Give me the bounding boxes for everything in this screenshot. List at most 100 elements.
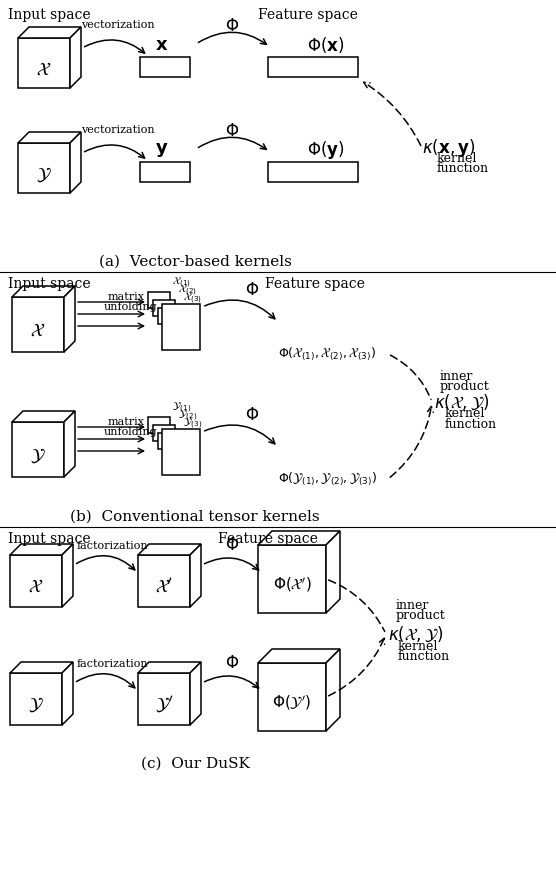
Text: unfolding: unfolding xyxy=(104,427,157,437)
Text: product: product xyxy=(440,380,490,393)
Text: $\Phi(\mathbf{x})$: $\Phi(\mathbf{x})$ xyxy=(307,35,345,55)
Text: matrix: matrix xyxy=(108,292,145,302)
Polygon shape xyxy=(162,429,200,475)
Text: $\Phi(\mathcal{X}')$: $\Phi(\mathcal{X}')$ xyxy=(272,576,311,594)
Text: kernel: kernel xyxy=(437,152,478,165)
Polygon shape xyxy=(62,544,73,607)
Text: factorization: factorization xyxy=(76,541,148,551)
Text: $\Phi$: $\Phi$ xyxy=(225,536,239,554)
Text: unfolding: unfolding xyxy=(104,302,157,312)
Polygon shape xyxy=(190,662,201,725)
Text: $\Phi$: $\Phi$ xyxy=(245,281,259,299)
Text: kernel: kernel xyxy=(398,640,438,653)
Text: $\Phi$: $\Phi$ xyxy=(225,122,239,140)
Text: $\mathbf{x}$: $\mathbf{x}$ xyxy=(155,36,168,54)
Text: $\kappa(\mathbf{x},\mathbf{y})$: $\kappa(\mathbf{x},\mathbf{y})$ xyxy=(422,137,475,159)
Polygon shape xyxy=(148,417,170,433)
Polygon shape xyxy=(158,308,180,324)
Text: matrix: matrix xyxy=(108,417,145,427)
Polygon shape xyxy=(70,27,81,88)
Polygon shape xyxy=(138,673,190,725)
Text: $\Phi(\mathcal{X}_{(1)},\mathcal{X}_{(2)},\mathcal{X}_{(3)})$: $\Phi(\mathcal{X}_{(1)},\mathcal{X}_{(2)… xyxy=(278,345,376,363)
Text: Input space: Input space xyxy=(8,8,91,22)
Text: function: function xyxy=(398,650,450,663)
Text: $\Phi(\mathcal{Y}')$: $\Phi(\mathcal{Y}')$ xyxy=(272,694,311,712)
Polygon shape xyxy=(18,27,81,38)
Text: $\mathcal{X}'$: $\mathcal{X}'$ xyxy=(155,578,173,597)
Text: $\kappa(\mathcal{X},\mathcal{Y})$: $\kappa(\mathcal{X},\mathcal{Y})$ xyxy=(388,625,443,644)
Text: factorization: factorization xyxy=(76,659,148,669)
Polygon shape xyxy=(148,292,170,308)
Polygon shape xyxy=(138,555,190,607)
Text: kernel: kernel xyxy=(445,407,485,420)
Text: vectorization: vectorization xyxy=(81,20,155,30)
Text: function: function xyxy=(445,418,497,431)
Polygon shape xyxy=(138,662,201,673)
Polygon shape xyxy=(153,300,175,316)
Text: $\mathcal{X}$: $\mathcal{X}$ xyxy=(36,61,52,79)
Text: inner: inner xyxy=(396,599,429,612)
Polygon shape xyxy=(64,286,75,352)
Text: $\mathcal{Y}$: $\mathcal{Y}$ xyxy=(36,166,52,184)
Text: $\mathcal{Y}$: $\mathcal{Y}$ xyxy=(28,696,44,714)
Polygon shape xyxy=(18,132,81,143)
Text: $\Phi$: $\Phi$ xyxy=(245,406,259,424)
Polygon shape xyxy=(258,545,326,613)
Text: $\mathcal{Y}'$: $\mathcal{Y}'$ xyxy=(155,695,173,716)
Polygon shape xyxy=(12,286,75,297)
Text: $\Phi$: $\Phi$ xyxy=(225,17,239,35)
Text: $\mathcal{X}$: $\mathcal{X}$ xyxy=(31,322,46,340)
Polygon shape xyxy=(138,544,201,555)
Text: inner: inner xyxy=(440,370,473,383)
Polygon shape xyxy=(268,57,358,77)
Text: Feature space: Feature space xyxy=(218,532,318,546)
Polygon shape xyxy=(326,649,340,731)
Text: $\mathcal{Y}_{(1)}$: $\mathcal{Y}_{(1)}$ xyxy=(172,400,191,415)
Polygon shape xyxy=(10,555,62,607)
Polygon shape xyxy=(153,425,175,441)
Polygon shape xyxy=(258,531,340,545)
Polygon shape xyxy=(70,132,81,193)
Text: $\mathcal{Y}_{(2)}$: $\mathcal{Y}_{(2)}$ xyxy=(178,408,197,423)
Text: $\mathcal{X}_{(1)}$: $\mathcal{X}_{(1)}$ xyxy=(172,276,191,290)
Polygon shape xyxy=(190,544,201,607)
Text: $\mathcal{Y}$: $\mathcal{Y}$ xyxy=(30,447,46,465)
Text: $\mathbf{y}$: $\mathbf{y}$ xyxy=(155,141,168,159)
Text: (a)  Vector-based kernels: (a) Vector-based kernels xyxy=(98,255,291,269)
Polygon shape xyxy=(10,673,62,725)
Polygon shape xyxy=(64,411,75,477)
Text: $\mathcal{X}_{(3)}$: $\mathcal{X}_{(3)}$ xyxy=(183,292,202,306)
Text: (c)  Our DuSK: (c) Our DuSK xyxy=(141,757,250,771)
Polygon shape xyxy=(326,531,340,613)
Text: Input space: Input space xyxy=(8,277,91,291)
Polygon shape xyxy=(10,662,73,673)
Polygon shape xyxy=(140,162,190,182)
Text: $\mathcal{X}$: $\mathcal{X}$ xyxy=(28,578,44,596)
Polygon shape xyxy=(140,57,190,77)
Polygon shape xyxy=(12,297,64,352)
Text: $\mathcal{Y}_{(3)}$: $\mathcal{Y}_{(3)}$ xyxy=(183,417,202,431)
Text: $\kappa(\mathcal{X},\mathcal{Y})$: $\kappa(\mathcal{X},\mathcal{Y})$ xyxy=(434,392,489,412)
Polygon shape xyxy=(268,162,358,182)
Text: $\Phi$: $\Phi$ xyxy=(225,654,239,672)
Text: $\Phi(\mathbf{y})$: $\Phi(\mathbf{y})$ xyxy=(307,139,345,161)
Polygon shape xyxy=(10,544,73,555)
Text: $\Phi(\mathcal{Y}_{(1)},\mathcal{Y}_{(2)},\mathcal{Y}_{(3)})$: $\Phi(\mathcal{Y}_{(1)},\mathcal{Y}_{(2)… xyxy=(278,470,377,488)
Text: function: function xyxy=(437,162,489,175)
Text: Feature space: Feature space xyxy=(258,8,358,22)
Text: (b)  Conventional tensor kernels: (b) Conventional tensor kernels xyxy=(70,510,320,524)
Polygon shape xyxy=(258,663,326,731)
Polygon shape xyxy=(12,411,75,422)
Polygon shape xyxy=(162,304,200,350)
Text: $\mathcal{X}_{(2)}$: $\mathcal{X}_{(2)}$ xyxy=(178,284,197,298)
Text: Input space: Input space xyxy=(8,532,91,546)
Text: product: product xyxy=(396,609,446,622)
Text: vectorization: vectorization xyxy=(81,125,155,135)
Polygon shape xyxy=(18,38,70,88)
Text: Feature space: Feature space xyxy=(265,277,365,291)
Polygon shape xyxy=(258,649,340,663)
Polygon shape xyxy=(62,662,73,725)
Polygon shape xyxy=(12,422,64,477)
Polygon shape xyxy=(158,433,180,449)
Polygon shape xyxy=(18,143,70,193)
